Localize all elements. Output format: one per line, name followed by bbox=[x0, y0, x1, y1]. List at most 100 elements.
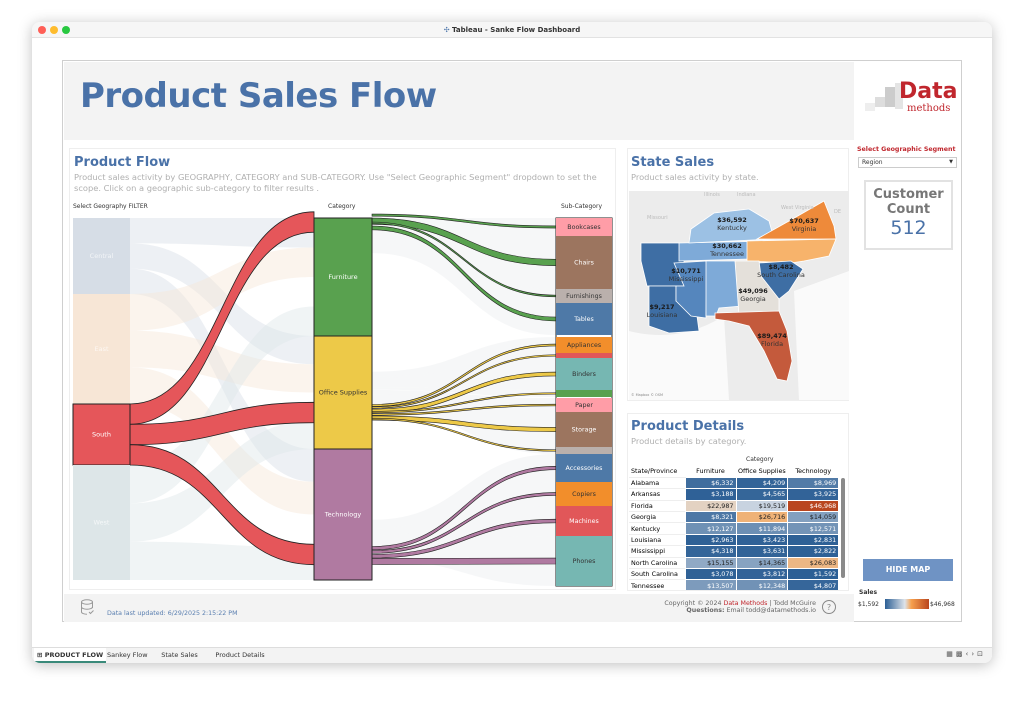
table-row[interactable]: Louisiana $2,963 $3,423 $2,831 bbox=[629, 533, 840, 547]
sales-cell[interactable]: $4,318 bbox=[684, 545, 737, 558]
subcategory-node[interactable] bbox=[556, 303, 612, 335]
ghost-subflow bbox=[372, 337, 556, 377]
sales-cell[interactable]: $4,565 bbox=[735, 488, 789, 501]
sales-cell[interactable]: $26,083 bbox=[787, 556, 840, 570]
category-group-header: Category bbox=[746, 456, 774, 463]
subcategory-node[interactable] bbox=[556, 289, 612, 303]
subcategory-node-label: Appliances bbox=[567, 342, 601, 349]
subcategory-node[interactable] bbox=[556, 390, 612, 397]
geo-node-label: Central bbox=[90, 252, 114, 260]
header-band: Product Sales Flow bbox=[64, 62, 854, 140]
sales-cell[interactable]: $12,127 bbox=[684, 522, 737, 535]
questions-label: Questions: bbox=[686, 607, 725, 614]
table-row[interactable]: Florida $22,987 $19,519 $46,968 bbox=[629, 499, 840, 513]
sales-cell[interactable]: $19,519 bbox=[735, 499, 789, 513]
sales-cell[interactable]: $4,807 bbox=[787, 579, 840, 590]
state-kentucky[interactable] bbox=[688, 208, 775, 244]
sheet-tab[interactable]: State Sales bbox=[158, 648, 201, 663]
sales-cell[interactable]: $8,969 bbox=[787, 476, 840, 490]
subcategory-node[interactable] bbox=[556, 337, 612, 353]
subcategory-node[interactable] bbox=[556, 398, 612, 412]
table-row[interactable]: Mississippi $4,318 $3,631 $2,822 bbox=[629, 545, 840, 558]
sales-cell[interactable]: $8,321 bbox=[684, 511, 737, 524]
subcategory-node-label: Machines bbox=[569, 518, 599, 525]
sales-cell[interactable]: $14,365 bbox=[735, 556, 789, 570]
sheet-navigation-controls[interactable]: ▦▩‹›⊡ bbox=[946, 650, 986, 658]
questions-email[interactable]: Email todd@datamethods.io bbox=[724, 607, 816, 614]
subcategory-node[interactable] bbox=[556, 536, 612, 586]
state-cell: Kentucky bbox=[629, 522, 685, 535]
table-row[interactable]: Kentucky $12,127 $11,894 $12,571 bbox=[629, 522, 840, 535]
maximize-window-button[interactable] bbox=[62, 26, 70, 34]
help-icon[interactable]: ? bbox=[822, 600, 836, 614]
sales-cell[interactable]: $13,507 bbox=[684, 579, 737, 590]
sales-cell[interactable]: $3,631 bbox=[735, 545, 789, 558]
sales-cell[interactable]: $2,822 bbox=[787, 545, 840, 558]
category-node[interactable] bbox=[313, 335, 373, 450]
geo-node-south[interactable] bbox=[72, 403, 131, 466]
sheet-tab[interactable]: Product Details bbox=[212, 648, 267, 663]
subcategory-node-label: Bookcases bbox=[567, 224, 600, 231]
table-row[interactable]: Georgia $8,321 $26,716 $14,059 bbox=[629, 511, 840, 524]
geographic-segment-dropdown[interactable]: Region ▼ bbox=[858, 157, 957, 168]
sheet-tab[interactable]: ⊞ PRODUCT FLOW bbox=[34, 648, 107, 663]
sales-cell[interactable]: $11,894 bbox=[735, 522, 789, 535]
sales-cell[interactable]: $3,812 bbox=[735, 567, 789, 581]
geo-node-central[interactable] bbox=[73, 218, 130, 294]
sales-cell[interactable]: $26,716 bbox=[735, 511, 789, 524]
customer-count-card: Customer Count 512 bbox=[864, 180, 953, 250]
table-row[interactable]: North Carolina $15,155 $14,365 $26,083 bbox=[629, 556, 840, 570]
sales-cell[interactable]: $15,155 bbox=[684, 556, 737, 570]
sales-cell[interactable]: $22,987 bbox=[684, 499, 737, 513]
state-name-label: Georgia bbox=[740, 295, 766, 303]
table-row[interactable]: Tennessee $13,507 $12,348 $4,807 bbox=[629, 579, 840, 590]
category-node[interactable] bbox=[313, 217, 373, 337]
state-sales-panel: State Sales Product sales activity by st… bbox=[627, 148, 849, 401]
sales-cell[interactable]: $3,925 bbox=[787, 488, 840, 501]
tableau-icon: ✣ bbox=[443, 26, 453, 34]
subcategory-node[interactable] bbox=[556, 482, 612, 506]
state-map[interactable]: Missouri Illinois Indiana Ohio West Virginia… bbox=[629, 191, 849, 400]
brand-link[interactable]: Data Methods bbox=[723, 600, 768, 607]
subcategory-node[interactable] bbox=[556, 236, 612, 289]
table-row[interactable]: Arkansas $3,188 $4,565 $3,925 bbox=[629, 488, 840, 501]
sales-cell[interactable]: $1,592 bbox=[787, 567, 840, 581]
subcategory-column-header: Sub-Category bbox=[561, 203, 602, 210]
geo-node-west[interactable] bbox=[73, 465, 130, 580]
subcategory-node[interactable] bbox=[556, 412, 612, 447]
subcategory-node[interactable] bbox=[556, 454, 612, 482]
sales-cell[interactable]: $2,963 bbox=[684, 533, 737, 547]
ghost-subflow bbox=[372, 353, 556, 378]
sheet-tab[interactable]: Sankey Flow bbox=[104, 648, 151, 663]
sales-cell[interactable]: $3,188 bbox=[684, 488, 737, 501]
subcategory-node[interactable] bbox=[556, 358, 612, 390]
table-row[interactable]: South Carolina $3,078 $3,812 $1,592 bbox=[629, 567, 840, 581]
category-node-label: Technology bbox=[324, 511, 362, 519]
sheet-tab-label: Product Details bbox=[215, 651, 265, 659]
subcategory-node[interactable] bbox=[556, 218, 612, 236]
sales-cell[interactable]: $2,831 bbox=[787, 533, 840, 547]
subcategory-node[interactable] bbox=[556, 447, 612, 454]
map-background-label: Indiana bbox=[737, 192, 756, 198]
sales-cell[interactable]: $14,059 bbox=[787, 511, 840, 524]
sales-cell[interactable]: $12,348 bbox=[735, 579, 789, 590]
category-node[interactable] bbox=[313, 448, 373, 581]
sales-cell[interactable]: $3,423 bbox=[735, 533, 789, 547]
sales-cell[interactable]: $6,332 bbox=[684, 476, 737, 490]
sales-cell[interactable]: $4,209 bbox=[735, 476, 789, 490]
subcategory-node[interactable] bbox=[556, 353, 612, 358]
sales-cell[interactable]: $12,571 bbox=[787, 522, 840, 535]
state-florida[interactable] bbox=[714, 310, 793, 382]
sales-cell[interactable]: $3,078 bbox=[684, 567, 737, 581]
subcategory-node-label: Phones bbox=[573, 558, 596, 565]
sales-cell[interactable]: $46,968 bbox=[787, 499, 840, 513]
subcategory-node[interactable] bbox=[556, 506, 612, 536]
geo-node-east[interactable] bbox=[73, 294, 130, 404]
minimize-window-button[interactable] bbox=[50, 26, 58, 34]
sheet-tab-bar: ⊞ PRODUCT FLOW Sankey Flow State Sales Prod… bbox=[32, 647, 992, 663]
database-icon bbox=[81, 599, 94, 615]
hide-map-button[interactable]: HIDE MAP bbox=[863, 559, 953, 581]
table-row[interactable]: Alabama $6,332 $4,209 $8,969 bbox=[629, 476, 840, 490]
close-window-button[interactable] bbox=[38, 26, 46, 34]
table-scrollbar[interactable] bbox=[841, 478, 845, 578]
